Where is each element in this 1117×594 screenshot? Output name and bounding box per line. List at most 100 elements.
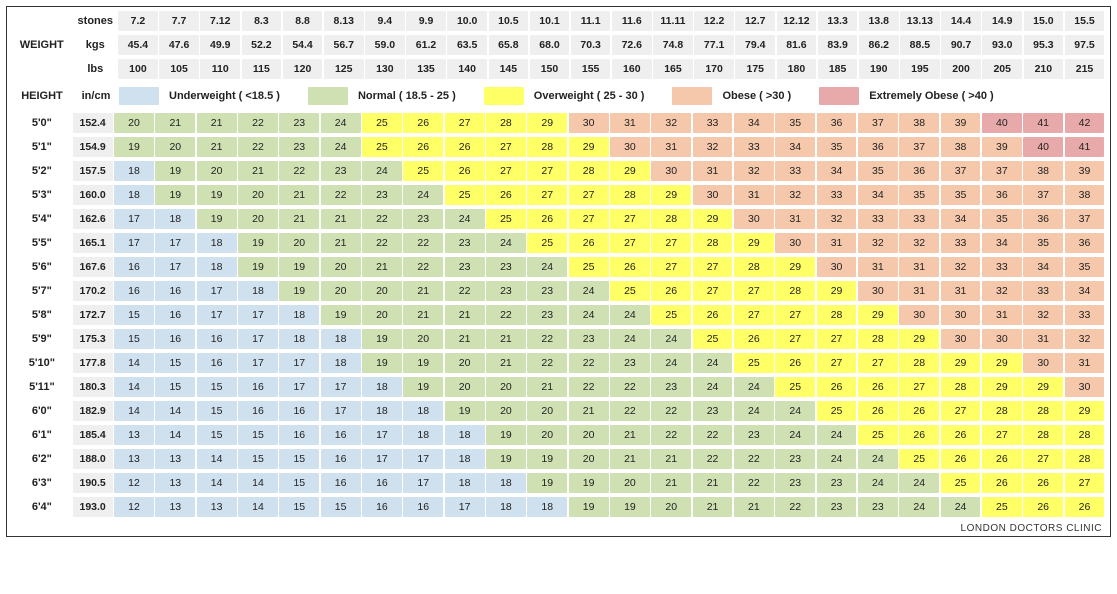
bmi-row: 5'9"175.31516161718181920212122232424252…: [11, 329, 1106, 349]
bmi-cell: 21: [569, 401, 609, 421]
weight-cell: 145: [489, 59, 529, 79]
bmi-cell: 19: [403, 377, 443, 397]
weight-cell: 14.9: [982, 11, 1022, 31]
bmi-cell: 28: [775, 281, 815, 301]
bmi-cell: 23: [817, 497, 857, 517]
weight-cell: 56.7: [324, 35, 364, 55]
height-cm: 185.4: [73, 425, 113, 445]
height-inches: 5'10": [11, 357, 73, 369]
weight-cell: 70.3: [571, 35, 611, 55]
height-cm: 180.3: [73, 377, 113, 397]
height-inches: 6'2": [11, 453, 73, 465]
bmi-cell: 18: [279, 329, 319, 349]
bmi-cell: 30: [775, 233, 815, 253]
bmi-cell: 27: [610, 209, 650, 229]
weight-cell: 11.6: [612, 11, 652, 31]
bmi-cell: 21: [155, 113, 195, 133]
bmi-cell: 27: [775, 305, 815, 325]
weight-cell: 68.0: [530, 35, 570, 55]
bmi-cell: 25: [486, 209, 526, 229]
height-inches: 5'8": [11, 309, 73, 321]
weight-cell: 90.7: [941, 35, 981, 55]
weight-cell: 135: [406, 59, 446, 79]
bmi-cell: 21: [445, 305, 485, 325]
bmi-cell: 18: [486, 473, 526, 493]
bmi-cell: 27: [1023, 449, 1063, 469]
bmi-cell: 15: [197, 377, 237, 397]
bmi-cell: 24: [403, 185, 443, 205]
bmi-cell: 13: [114, 449, 154, 469]
bmi-cell: 18: [362, 377, 402, 397]
bmi-cell: 23: [610, 353, 650, 373]
bmi-cell: 21: [403, 305, 443, 325]
weight-cell: 49.9: [200, 35, 240, 55]
bmi-cell: 25: [941, 473, 981, 493]
bmi-cell: 21: [734, 497, 774, 517]
bmi-cell: 16: [238, 401, 278, 421]
bmi-cell: 19: [321, 305, 361, 325]
bmi-cell: 31: [982, 305, 1022, 325]
bmi-cell: 26: [941, 425, 981, 445]
bmi-cell: 18: [403, 425, 443, 445]
bmi-cell: 36: [817, 113, 857, 133]
bmi-cell: 27: [527, 161, 567, 181]
bmi-cell: 29: [858, 305, 898, 325]
bmi-cell: 32: [651, 113, 691, 133]
bmi-cell: 21: [279, 209, 319, 229]
bmi-cell: 22: [569, 353, 609, 373]
bmi-cell: 34: [941, 209, 981, 229]
bmi-cell: 28: [651, 209, 691, 229]
bmi-cell: 30: [651, 161, 691, 181]
bmi-cell: 29: [693, 209, 733, 229]
bmi-cell: 17: [321, 401, 361, 421]
weight-cell: 10.5: [489, 11, 529, 31]
height-inches: 5'11": [11, 381, 73, 393]
bmi-cell: 18: [362, 401, 402, 421]
weight-cell: 11.11: [653, 11, 693, 31]
bmi-cell: 17: [238, 353, 278, 373]
bmi-row: 6'4"193.01213131415151616171818191920212…: [11, 497, 1106, 517]
bmi-cell: 22: [693, 449, 733, 469]
bmi-cell: 27: [734, 305, 774, 325]
height-inches: 5'3": [11, 189, 73, 201]
bmi-cell: 18: [114, 185, 154, 205]
weight-cell: 190: [859, 59, 899, 79]
weight-row-stones: stones7.27.77.128.38.88.139.49.910.010.5…: [11, 11, 1106, 31]
bmi-cell: 17: [362, 449, 402, 469]
bmi-cell: 31: [1065, 353, 1105, 373]
bmi-cell: 30: [734, 209, 774, 229]
bmi-cell: 19: [569, 473, 609, 493]
height-cm: 188.0: [73, 449, 113, 469]
bmi-cell: 30: [899, 305, 939, 325]
bmi-cell: 29: [651, 185, 691, 205]
weight-cell: 165: [653, 59, 693, 79]
bmi-cell: 22: [651, 425, 691, 445]
bmi-cell: 21: [197, 113, 237, 133]
legend-extremely: Extremely Obese ( >40 ): [819, 87, 993, 105]
bmi-cell: 38: [899, 113, 939, 133]
bmi-cell: 22: [569, 377, 609, 397]
bmi-cell: 33: [899, 209, 939, 229]
bmi-cell: 13: [197, 497, 237, 517]
weight-cell: 140: [447, 59, 487, 79]
bmi-cell: 14: [238, 473, 278, 493]
bmi-cell: 34: [817, 161, 857, 181]
bmi-cell: 15: [279, 497, 319, 517]
height-cm: 167.6: [73, 257, 113, 277]
weight-cell: 155: [571, 59, 611, 79]
bmi-cell: 38: [941, 137, 981, 157]
bmi-cell: 32: [693, 137, 733, 157]
weight-cell: 12.7: [735, 11, 775, 31]
bmi-row: 6'2"188.01313141515161717181919202121222…: [11, 449, 1106, 469]
bmi-cell: 18: [445, 449, 485, 469]
bmi-cell: 17: [155, 257, 195, 277]
bmi-cell: 16: [403, 497, 443, 517]
bmi-cell: 32: [734, 161, 774, 181]
bmi-cell: 32: [899, 233, 939, 253]
bmi-cell: 14: [155, 401, 195, 421]
bmi-cell: 24: [610, 329, 650, 349]
bmi-cell: 33: [982, 257, 1022, 277]
bmi-cell: 12: [114, 473, 154, 493]
bmi-cell: 38: [1023, 161, 1063, 181]
bmi-cell: 14: [197, 473, 237, 493]
